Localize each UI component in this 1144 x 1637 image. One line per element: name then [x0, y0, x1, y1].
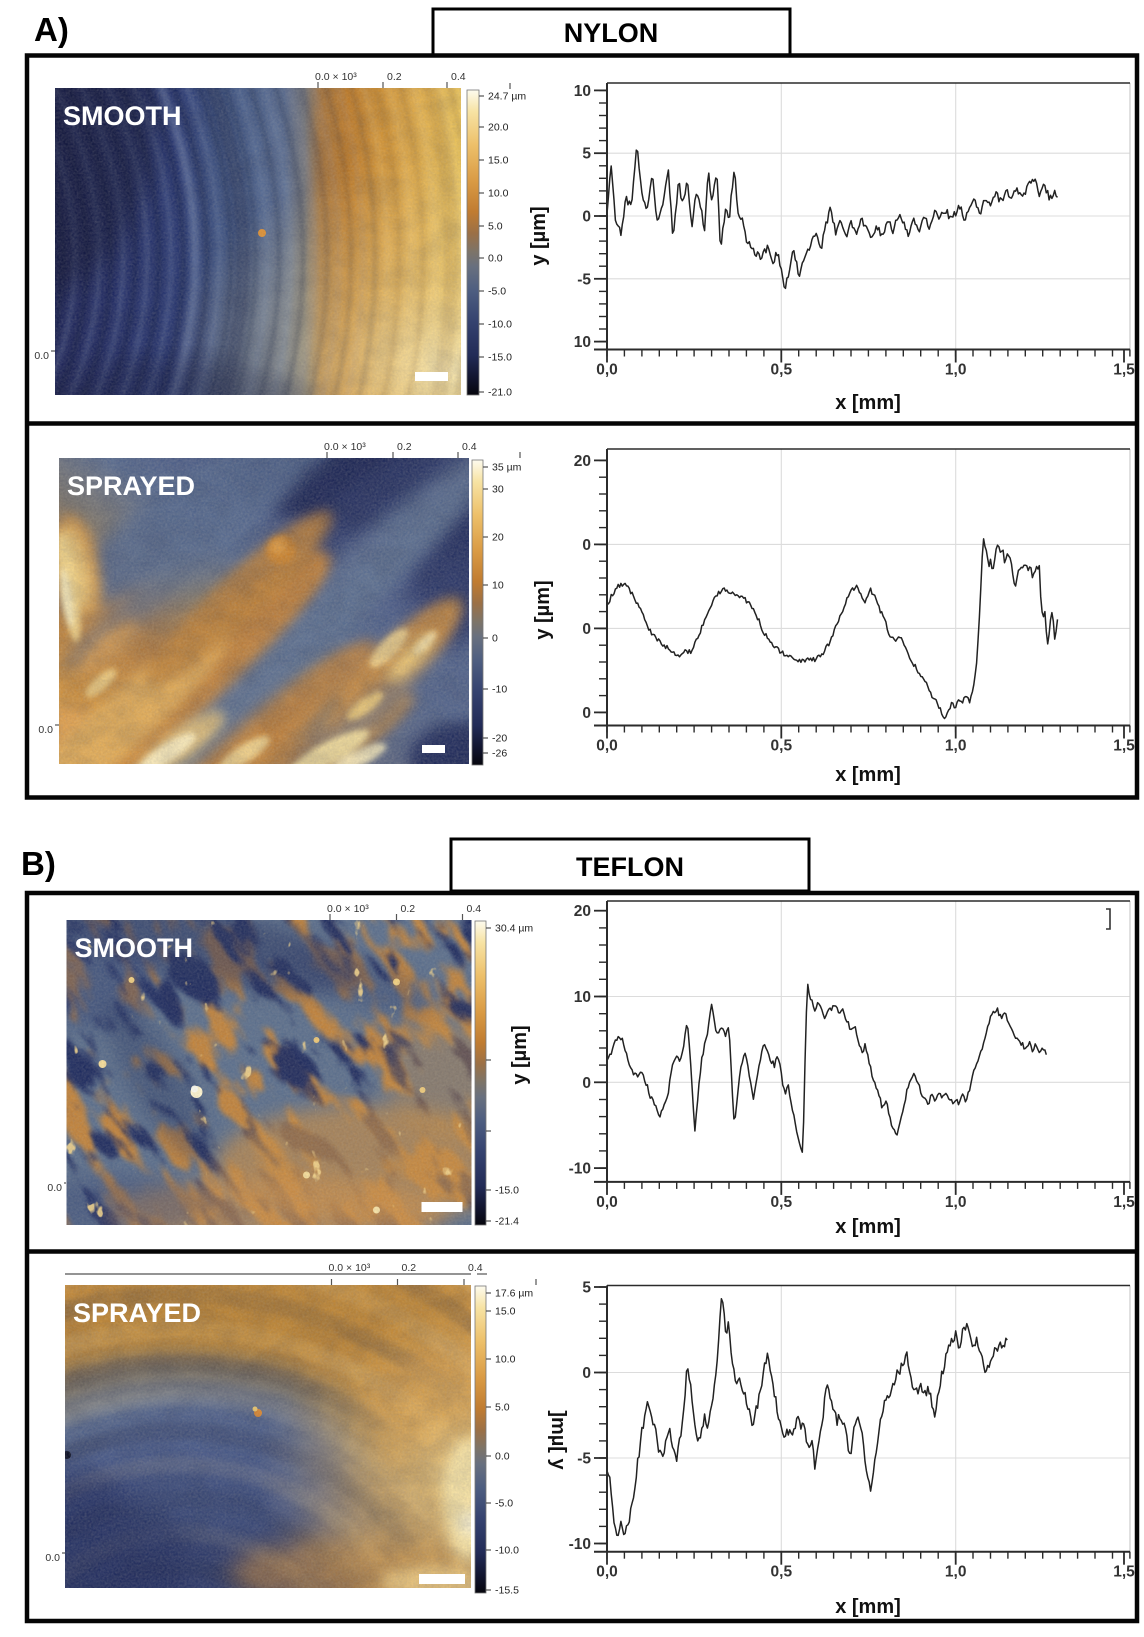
- svg-text:SPRAYED: SPRAYED: [73, 1298, 201, 1328]
- svg-text:10: 10: [492, 580, 504, 592]
- svg-text:0,5: 0,5: [771, 738, 793, 755]
- svg-text:5: 5: [582, 146, 591, 163]
- svg-text:0: 0: [582, 209, 591, 226]
- svg-text:SPRAYED: SPRAYED: [67, 471, 195, 501]
- svg-text:10: 10: [574, 989, 591, 1006]
- svg-text:10.0: 10.0: [488, 188, 509, 200]
- svg-text:-26: -26: [492, 748, 507, 760]
- svg-text:0.0 × 10³: 0.0 × 10³: [329, 1262, 371, 1274]
- svg-text:0: 0: [582, 537, 591, 554]
- svg-text:x [mm]: x [mm]: [835, 1596, 901, 1618]
- svg-text:0: 0: [582, 621, 591, 638]
- svg-text:0,0: 0,0: [596, 738, 618, 755]
- svg-text:0.0 × 10³: 0.0 × 10³: [327, 903, 369, 915]
- svg-text:17.6 µm: 17.6 µm: [495, 1288, 533, 1300]
- svg-text:y [µm]: y [µm]: [509, 1025, 531, 1084]
- svg-text:0.2: 0.2: [387, 71, 402, 83]
- svg-text:0.0: 0.0: [45, 1552, 60, 1564]
- svg-text:NYLON: NYLON: [564, 18, 659, 48]
- svg-text:-10: -10: [569, 1536, 591, 1553]
- svg-text:10: 10: [574, 334, 591, 351]
- svg-text:1,0: 1,0: [945, 738, 967, 755]
- svg-text:-20: -20: [492, 733, 507, 745]
- svg-text:x [mm]: x [mm]: [835, 392, 901, 414]
- svg-text:0.0 × 10³: 0.0 × 10³: [324, 441, 366, 453]
- svg-text:0,5: 0,5: [771, 1564, 793, 1581]
- svg-text:-5.0: -5.0: [488, 286, 506, 298]
- svg-text:0.4: 0.4: [462, 441, 477, 453]
- svg-text:-15.0: -15.0: [488, 352, 512, 364]
- svg-text:0: 0: [582, 1075, 591, 1092]
- svg-text:0,0: 0,0: [596, 362, 618, 379]
- svg-text:20.0: 20.0: [488, 122, 509, 134]
- svg-text:y [µm]: y [µm]: [528, 206, 550, 265]
- svg-text:30.4 µm: 30.4 µm: [495, 923, 533, 935]
- svg-text:1,5: 1,5: [1113, 738, 1135, 755]
- svg-text:SMOOTH: SMOOTH: [75, 933, 194, 963]
- svg-text:1,0: 1,0: [945, 1564, 967, 1581]
- svg-text:30: 30: [492, 484, 504, 496]
- svg-text:0.4: 0.4: [468, 1262, 483, 1274]
- svg-text:10: 10: [574, 83, 591, 100]
- svg-text:20: 20: [492, 532, 504, 544]
- svg-text:1,0: 1,0: [945, 362, 967, 379]
- svg-text:0,5: 0,5: [771, 362, 793, 379]
- svg-text:35 µm: 35 µm: [492, 462, 522, 474]
- svg-text:10.0: 10.0: [495, 1354, 516, 1366]
- svg-text:-10: -10: [492, 684, 507, 696]
- svg-text:-10.0: -10.0: [495, 1545, 519, 1557]
- svg-text:-21.0: -21.0: [488, 387, 512, 399]
- svg-text:0.0: 0.0: [495, 1451, 510, 1463]
- svg-text:5.0: 5.0: [488, 221, 503, 233]
- svg-text:]mµ[ y: ]mµ[ y: [547, 1410, 569, 1470]
- svg-text:B): B): [21, 845, 56, 882]
- svg-text:x [mm]: x [mm]: [835, 764, 901, 786]
- svg-text:0.2: 0.2: [402, 1262, 417, 1274]
- svg-text:0.4: 0.4: [451, 71, 466, 83]
- svg-text:0,0: 0,0: [596, 1194, 618, 1211]
- svg-text:15.0: 15.0: [495, 1306, 516, 1318]
- svg-text:-5.0: -5.0: [495, 1498, 513, 1510]
- svg-text:20: 20: [574, 453, 591, 470]
- svg-text:y [µm]: y [µm]: [532, 580, 554, 639]
- svg-text:-5: -5: [577, 1451, 591, 1468]
- svg-text:A): A): [34, 11, 69, 48]
- svg-text:x [mm]: x [mm]: [835, 1216, 901, 1238]
- svg-text:-5: -5: [577, 271, 591, 288]
- svg-text:0.0: 0.0: [34, 350, 49, 362]
- svg-text:0.0: 0.0: [47, 1182, 62, 1194]
- svg-text:-10.0: -10.0: [488, 319, 512, 331]
- svg-text:0,5: 0,5: [771, 1194, 793, 1211]
- svg-text:0.2: 0.2: [397, 441, 412, 453]
- svg-text:20: 20: [574, 903, 591, 920]
- svg-text:15.0: 15.0: [488, 155, 509, 167]
- svg-text:5.0: 5.0: [495, 1402, 510, 1414]
- svg-text:1,0: 1,0: [945, 1194, 967, 1211]
- svg-text:0.2: 0.2: [401, 903, 416, 915]
- svg-text:24.7 µm: 24.7 µm: [488, 91, 526, 103]
- svg-text:-15.5: -15.5: [495, 1585, 519, 1597]
- svg-text:0: 0: [582, 705, 591, 722]
- svg-text:0.0 × 10³: 0.0 × 10³: [315, 71, 357, 83]
- svg-text:1,5: 1,5: [1113, 362, 1135, 379]
- svg-text:1,5: 1,5: [1113, 1194, 1135, 1211]
- svg-text:-15.0: -15.0: [495, 1185, 519, 1197]
- svg-text:0.0: 0.0: [38, 724, 53, 736]
- svg-text:0: 0: [492, 633, 498, 645]
- svg-text:-10: -10: [569, 1161, 591, 1178]
- svg-text:SMOOTH: SMOOTH: [63, 101, 182, 131]
- svg-text:0.4: 0.4: [467, 903, 482, 915]
- svg-text:1,5: 1,5: [1113, 1564, 1135, 1581]
- svg-text:-21.4: -21.4: [495, 1216, 519, 1228]
- svg-text:0.0: 0.0: [488, 253, 503, 265]
- svg-text:5: 5: [582, 1280, 591, 1297]
- svg-text:0: 0: [582, 1365, 591, 1382]
- svg-text:TEFLON: TEFLON: [576, 852, 684, 882]
- svg-text:0,0: 0,0: [596, 1564, 618, 1581]
